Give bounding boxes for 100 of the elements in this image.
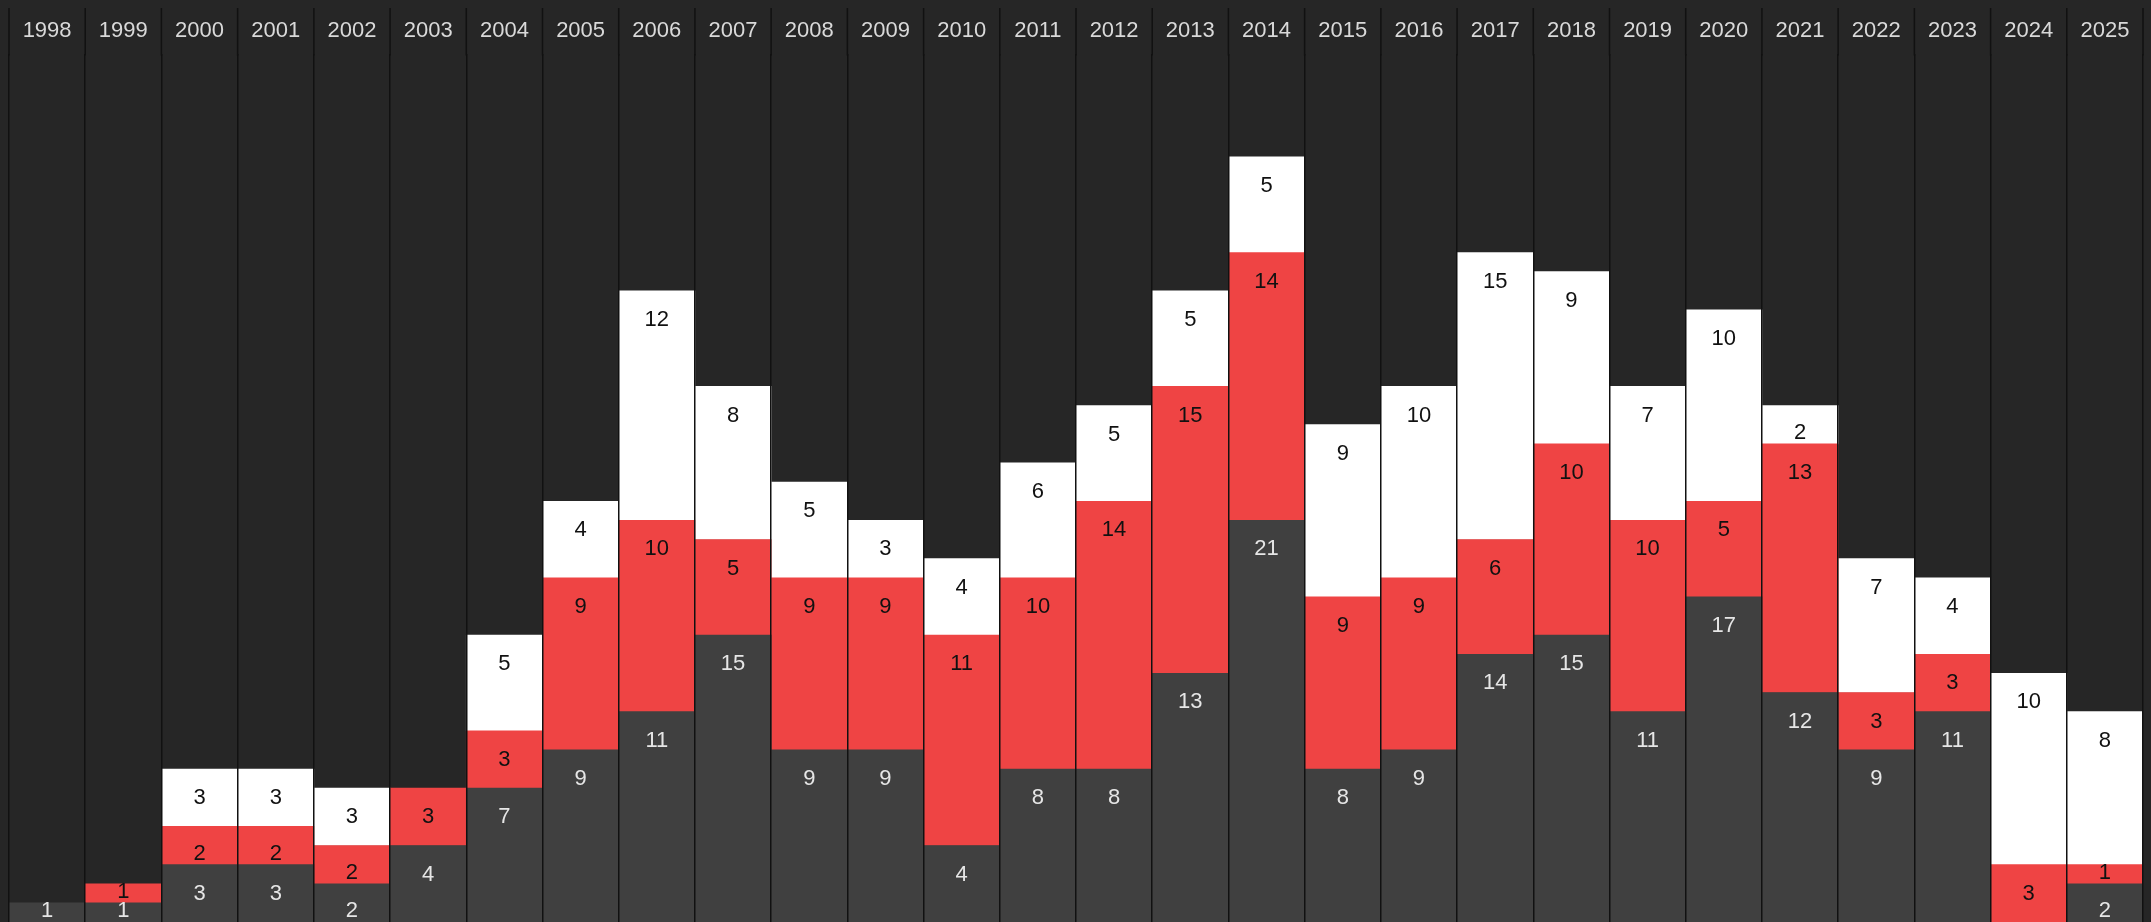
data-label: 3 [879,535,892,561]
x-tick-label: 2009 [860,17,910,43]
data-label: 12 [1787,707,1813,733]
data-label: 5 [726,554,740,580]
bar [1075,500,1153,770]
bar [770,749,848,922]
data-label: 4 [955,860,968,886]
data-label: 6 [1489,554,1502,580]
x-tick-label: 2004 [479,17,529,43]
data-label: 3 [2022,879,2035,905]
bar [237,826,315,865]
data-label: 15 [1482,267,1508,293]
bar [1837,692,1915,751]
bar [465,787,543,922]
data-label: 9 [803,764,816,790]
bar [1228,252,1305,521]
bar [999,768,1077,922]
bar [1685,596,1763,922]
data-label: 8 [726,401,740,427]
data-label: 3 [345,803,359,829]
bar [923,634,1001,846]
x-tick-label: 2003 [403,17,453,43]
data-label: 2 [345,897,359,922]
bar [770,577,848,751]
bar [313,883,391,922]
data-label: 5 [498,650,511,676]
bar [389,787,467,846]
bar [389,845,467,922]
data-label: 9 [1412,592,1426,618]
data-label: 8 [1031,784,1045,810]
bar [618,290,696,521]
data-label: 3 [193,879,206,905]
data-label: 10 [1406,401,1432,427]
bar [465,730,543,789]
data-label: 3 [269,784,282,810]
bar [2066,711,2143,865]
bar [1761,692,1839,922]
x-tick-label: 2000 [175,17,225,43]
data-label: 5 [1717,516,1730,542]
bar [1609,386,1687,521]
bar [1228,520,1305,922]
bar [1456,653,1534,922]
data-label: 2 [269,839,282,865]
bar [1761,443,1839,693]
data-label: 2 [1793,418,1807,444]
data-label: 3 [193,784,206,810]
x-tick-label: 2012 [1089,17,1139,43]
data-label: 3 [1946,669,1959,695]
data-label: 21 [1254,535,1279,561]
x-tick-label: 2017 [1470,17,1520,43]
x-tick-label: 2021 [1775,17,1825,43]
bar [1914,653,1991,712]
bar [1380,386,1458,579]
data-label: 9 [1412,764,1426,790]
x-tick-label: 2002 [327,17,377,43]
data-label: 4 [422,860,435,886]
data-label: 9 [879,764,892,790]
bar [161,864,238,922]
data-label: 4 [574,516,587,542]
bar [84,883,162,904]
data-label: 5 [1260,171,1273,197]
x-tick-label: 2008 [784,17,834,43]
bar [313,787,391,846]
bar [1151,290,1229,387]
bar [465,634,543,732]
data-label: 7 [1641,401,1654,427]
data-label: 3 [498,745,511,771]
data-label: 1 [2098,858,2112,884]
data-label: 10 [644,535,670,561]
data-label: 9 [1870,764,1883,790]
bar [999,462,1077,579]
bar [1380,577,1458,751]
data-label: 4 [1946,592,1959,618]
x-tick-label: 1998 [22,17,72,43]
data-label: 15 [1178,401,1203,427]
bar [1304,424,1382,598]
data-label: 8 [1107,784,1121,810]
x-tick-label: 2019 [1623,17,1673,43]
bar [1837,558,1915,693]
bar [847,749,924,922]
bar [1151,673,1229,922]
x-tick-label: 2005 [556,17,606,43]
bar [694,634,772,922]
data-label: 15 [1559,650,1584,676]
data-label: 10 [1025,592,1051,618]
bar [1837,749,1915,922]
bar [161,768,238,827]
data-label: 7 [498,803,511,829]
data-label: 2 [345,858,359,884]
bar [1990,673,2068,865]
bar [313,845,391,885]
bar [84,902,162,922]
x-tick-label: 2001 [251,17,301,43]
bar [1075,768,1153,922]
x-tick-label: 2025 [2080,17,2130,43]
bar [1761,405,1839,445]
data-label: 5 [1184,305,1197,331]
bar [1075,405,1153,502]
bar [923,845,1001,922]
bar [1532,271,1610,445]
